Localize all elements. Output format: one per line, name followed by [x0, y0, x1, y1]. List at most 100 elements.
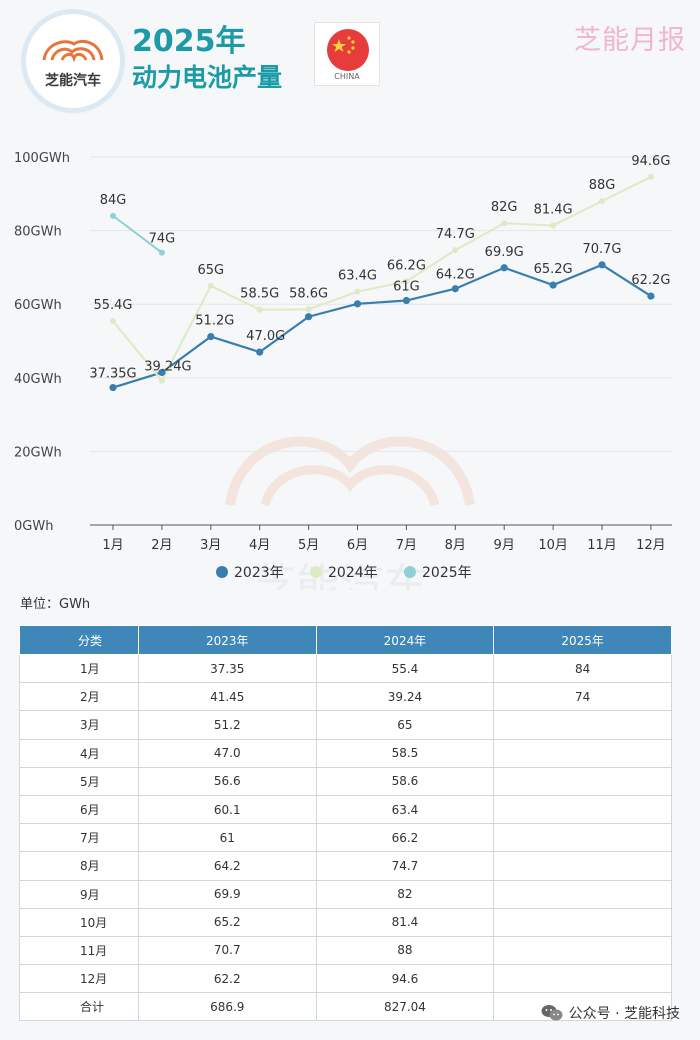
- series-points: [109, 173, 655, 392]
- china-flag-badge: CHINA: [314, 22, 380, 86]
- table-cell: 合计: [19, 992, 139, 1022]
- table-cell: [493, 766, 672, 796]
- legend-marker: [310, 566, 322, 578]
- table-cell: 84: [493, 653, 672, 684]
- table-cell: 94.6: [315, 964, 495, 994]
- data-point: [256, 348, 264, 356]
- table-cell: 12月: [19, 964, 139, 994]
- table-cell: [493, 964, 672, 994]
- table-cell: 6月: [19, 794, 139, 825]
- table-cell: 74.7: [315, 851, 495, 881]
- china-flag-icon: [327, 29, 369, 71]
- watermark-text: 芝能汽车: [252, 560, 428, 590]
- data-point: [599, 198, 605, 205]
- table-cell: 62.2: [137, 964, 317, 994]
- table-cell: 61: [137, 823, 317, 853]
- table-cell: 41.45: [137, 682, 317, 712]
- data-label: 64.2G: [436, 268, 475, 283]
- table-cell: 58.5: [315, 738, 495, 768]
- data-point: [452, 247, 459, 254]
- table-cell: [493, 935, 672, 966]
- data-label: 88G: [589, 178, 616, 193]
- data-point: [550, 222, 557, 229]
- table-cell: [493, 851, 672, 881]
- x-tick-label: 10月: [538, 538, 568, 553]
- table-row: 9月 69.9 82: [19, 879, 672, 909]
- grid: 0GWh 20GWh 40GWh 60GWh 80GWh 100GWh: [14, 151, 672, 534]
- data-point: [207, 282, 214, 289]
- table-cell: 55.4: [315, 653, 495, 684]
- table-row: 合计 686.9 827.04: [19, 992, 672, 1022]
- table-cell: 51.2: [137, 710, 317, 740]
- data-point: [403, 278, 410, 285]
- table-row: 6月 60.1 63.4: [19, 794, 672, 825]
- table-cell: 686.9: [137, 992, 317, 1022]
- brand-monthly-report: 芝能月报: [574, 25, 686, 56]
- table-cell: 1月: [19, 653, 139, 684]
- table-header-cell: 2023年: [137, 625, 317, 655]
- table-cell: 66.2: [315, 823, 495, 853]
- x-tick-label: 7月: [396, 538, 417, 553]
- table-cell: [493, 738, 672, 768]
- data-point: [256, 306, 263, 313]
- data-point: [402, 296, 410, 305]
- table-cell: 7月: [19, 823, 139, 853]
- x-tick-label: 9月: [494, 538, 515, 553]
- series-lines: [112, 175, 652, 389]
- data-label: 58.6G: [289, 286, 328, 301]
- x-tick-label: 5月: [298, 538, 319, 553]
- x-axis: 1月 2月 3月 4月 5月 6月 7月 8月 9月 10月 11月 12月: [102, 525, 666, 553]
- table-cell: [493, 710, 672, 740]
- table-cell: 81.4: [315, 907, 495, 937]
- table-cell: 11月: [19, 935, 139, 966]
- data-label: 58.5G: [240, 287, 279, 302]
- y-tick-label: 20GWh: [14, 445, 62, 460]
- data-label: 47.0G: [246, 329, 285, 344]
- table-cell: 63.4: [315, 794, 495, 825]
- data-table: 分类 2023年 2024年 2025年 1月 37.35 55.4 84 2月 41.4…: [19, 625, 672, 1022]
- x-tick-label: 4月: [249, 538, 270, 553]
- data-point: [305, 306, 312, 313]
- table-cell: [493, 794, 672, 825]
- data-point: [451, 285, 459, 293]
- table-cell: 60.1: [137, 794, 317, 825]
- table-cell: 2月: [19, 682, 139, 712]
- unit-label: 单位：GWh: [20, 597, 91, 612]
- table-cell: 827.04: [315, 992, 495, 1022]
- data-point: [354, 288, 361, 295]
- data-label: 84G: [100, 193, 127, 208]
- watermark: 芝能汽车: [225, 436, 475, 590]
- data-label: 82G: [491, 200, 518, 215]
- table-header-cell: 2024年: [315, 625, 495, 655]
- table-cell: 47.0: [137, 738, 317, 768]
- y-tick-label: 100GWh: [14, 151, 70, 166]
- x-tick-label: 12月: [636, 538, 666, 553]
- table-cell: [493, 879, 672, 909]
- table-row: 4月 47.0 58.5: [19, 738, 672, 768]
- table-cell: 70.7: [137, 935, 317, 966]
- x-tick-label: 1月: [102, 538, 123, 553]
- y-tick-label: 0GWh: [14, 519, 53, 534]
- page-title: 动力电池产量: [132, 63, 283, 92]
- data-label: 74.7G: [436, 227, 475, 242]
- table-cell: 9月: [19, 879, 139, 909]
- table-cell: 10月: [19, 907, 139, 937]
- table-row: 3月 51.2 65: [19, 710, 672, 740]
- car-logo-icon: [42, 39, 104, 63]
- page-title-year: 2025年: [132, 24, 246, 59]
- table-header-row: 分类 2023年 2024年 2025年: [19, 625, 672, 655]
- flag-label: CHINA: [334, 72, 360, 81]
- table-row: 12月 62.2 94.6: [19, 964, 672, 994]
- data-label: 65G: [197, 263, 224, 278]
- table-cell: 65.2: [137, 907, 317, 937]
- brand-logo: 芝能汽车: [26, 14, 120, 108]
- table-header-cell: 分类: [19, 625, 139, 655]
- table-cell: 3月: [19, 710, 139, 740]
- data-label: 66.2G: [387, 258, 426, 273]
- data-point: [207, 332, 215, 341]
- data-label: 70.7G: [582, 242, 621, 257]
- table-cell: 39.24: [315, 682, 495, 712]
- data-label: 94.6G: [631, 154, 670, 169]
- series-line-1: [112, 175, 652, 383]
- table-row: 7月 61 66.2: [19, 823, 672, 853]
